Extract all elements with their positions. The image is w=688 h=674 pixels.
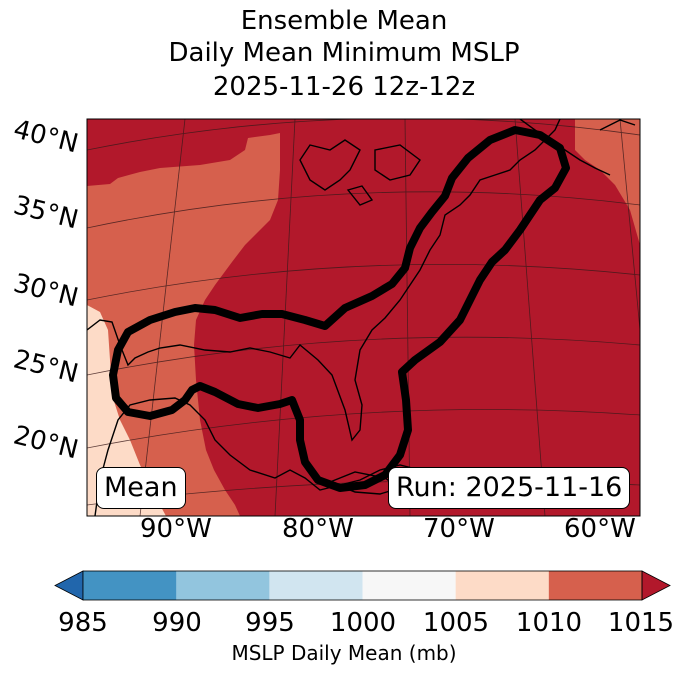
lon-label-60: 60°W [564, 514, 636, 544]
colorbar-tick-995: 995 [245, 608, 295, 638]
colorbar-tick-1015: 1015 [607, 608, 675, 638]
chart-title-line-1: Ensemble Mean [240, 6, 448, 36]
colorbar-frame [82, 570, 643, 601]
colorbar-bin-1000-1005 [362, 571, 457, 600]
lon-label-70: 70°W [423, 514, 495, 544]
colorbar-tick-1000: 1000 [329, 608, 397, 638]
colorbar-bin-985-990 [83, 571, 177, 600]
mean-badge: Mean [96, 467, 186, 509]
colorbar-extend-high [641, 570, 671, 601]
mslp-contour [109, 126, 570, 492]
lon-label-90: 90°W [140, 514, 212, 544]
colorbar-tick-1005: 1005 [422, 608, 490, 638]
colorbar-tick-990: 990 [152, 608, 202, 638]
colorbar-bin-995-1000 [269, 571, 363, 600]
coastlines [87, 119, 636, 516]
colorbar-label: MSLP Daily Mean (mb) [231, 641, 457, 665]
map-frame [86, 118, 641, 517]
colorbar-bin-1005-1010 [455, 571, 550, 600]
colorbar-bin-990-995 [176, 571, 270, 600]
mslp-field-1005-1010-ne [575, 119, 640, 245]
mslp-field-1000-1005 [87, 305, 166, 516]
colorbar-tick-985: 985 [58, 608, 108, 638]
chart-title-line-2: Daily Mean Minimum MSLP [168, 38, 520, 68]
lon-label-80: 80°W [282, 514, 354, 544]
colorbar-bin-1010-1015 [548, 571, 643, 600]
colorbar-tick-1010: 1010 [515, 608, 583, 638]
colorbar-extend-low [54, 570, 84, 601]
run-date-badge: Run: 2025-11-16 [388, 467, 631, 509]
chart-title-line-3: 2025-11-26 12z-12z [212, 72, 476, 102]
